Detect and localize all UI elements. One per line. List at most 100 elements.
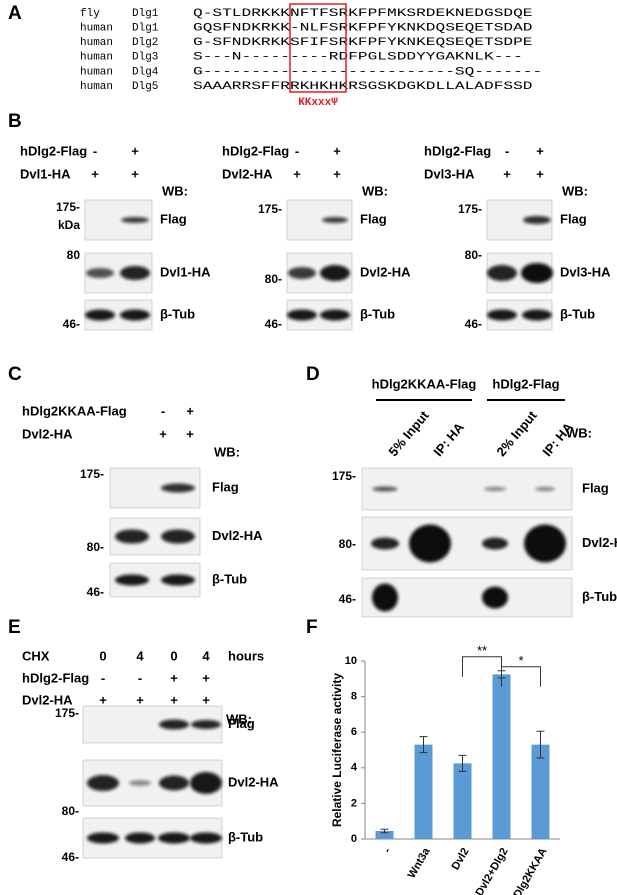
band	[115, 529, 149, 544]
band	[523, 216, 551, 224]
band	[487, 265, 517, 281]
size-marker: 175-	[258, 202, 282, 216]
band-label: β-Tub	[228, 829, 263, 844]
y-tick-label: 4	[351, 762, 358, 774]
gene: Dlg4	[132, 66, 159, 78]
band-label: Dvl2-HA	[212, 528, 263, 543]
sequence: GQSFNDKRKK-NLFSRKFPFYKNKDQSEQETSDAD	[193, 23, 533, 35]
size-marker: 46-	[465, 317, 482, 331]
lane-sign: 0	[99, 648, 106, 663]
significance-bracket	[501, 666, 541, 687]
unit: hours	[228, 648, 264, 663]
band	[161, 483, 195, 493]
band	[288, 267, 316, 279]
condition-label: hDlg2-Flag	[20, 143, 87, 158]
band	[161, 529, 195, 544]
gene: Dlg5	[132, 81, 158, 93]
y-tick-label: 8	[351, 691, 357, 703]
wb-label: WB:	[214, 444, 240, 459]
band	[524, 524, 566, 563]
lane-sign: +	[170, 692, 178, 707]
size-marker: 80-	[62, 804, 79, 818]
condition-label: Dvl1-HA	[20, 166, 71, 181]
band	[522, 309, 552, 321]
lane-sign: -	[505, 143, 509, 158]
size-marker: 46-	[339, 592, 356, 606]
species: human	[80, 66, 113, 78]
band-label: Dvl2-HA	[360, 264, 411, 279]
band	[535, 487, 555, 491]
species: human	[80, 52, 113, 64]
lane-label: 2% Input	[493, 407, 540, 459]
group-label: hDlg2-Flag	[492, 376, 559, 391]
panel-label: C	[8, 364, 22, 385]
lane-sign: +	[293, 166, 301, 181]
band-label: Flag	[160, 211, 187, 226]
band-label: Flag	[212, 479, 239, 494]
band-label: β-Tub	[560, 306, 595, 321]
band	[371, 537, 399, 550]
lane-sign: +	[186, 426, 194, 441]
condition-label: hDlg2KKAA-Flag	[22, 403, 127, 418]
sequence: G-SFNDKRKKSFIFSRKFPFYKNKEQSEQETSDPE	[193, 37, 533, 49]
band-label: Flag	[228, 716, 255, 731]
lane-sign: -	[93, 143, 97, 158]
condition-label: Dvl2-HA	[22, 692, 73, 707]
band	[161, 574, 195, 586]
motif-box	[289, 3, 347, 93]
sequence: Q-STLDRKKKNFTFSRKFPFMKSRDEKNEDGSDQE	[193, 8, 533, 20]
size-marker: 175-	[332, 469, 356, 483]
gene: Dlg2	[132, 37, 158, 49]
band-label: Dvl2-HA	[582, 535, 617, 550]
group-label: hDlg2KKAA-Flag	[372, 376, 477, 391]
wb-label: WB:	[162, 183, 188, 198]
bar	[414, 744, 433, 839]
lane-sign: +	[159, 426, 167, 441]
gene: Dlg3	[132, 52, 158, 64]
y-tick-label: 10	[345, 655, 357, 667]
band	[487, 309, 517, 321]
error-bar	[419, 736, 428, 754]
gene: Dlg1	[132, 8, 159, 20]
y-tick-label: 2	[351, 797, 357, 809]
species: fly	[80, 8, 100, 20]
panel-label: B	[8, 111, 22, 132]
band	[85, 309, 115, 321]
band-label: Flag	[360, 211, 387, 226]
band-label: Dvl3-HA	[560, 264, 611, 279]
lane-sign: 4	[202, 648, 210, 663]
band	[115, 574, 149, 586]
band	[521, 263, 553, 283]
lane-sign: +	[536, 143, 544, 158]
y-axis-label: Relative Luciferase activity	[330, 673, 344, 827]
band	[87, 775, 119, 791]
lane-sign: +	[136, 692, 144, 707]
band	[320, 309, 350, 321]
bar	[453, 763, 472, 839]
size-marker: 80-	[339, 537, 356, 551]
species: human	[80, 81, 113, 93]
band-label: β-Tub	[160, 306, 195, 321]
lane-sign: -	[101, 670, 105, 685]
condition-label: Dvl2-HA	[222, 166, 273, 181]
band	[484, 487, 506, 491]
band	[191, 720, 221, 729]
lane-sign: +	[503, 166, 511, 181]
wb-label: WB:	[562, 183, 588, 198]
panel-label: D	[306, 364, 320, 385]
band	[121, 217, 149, 223]
panel-label: E	[8, 617, 21, 638]
size-marker: 46-	[63, 317, 80, 331]
wb-label: WB:	[566, 425, 592, 440]
band	[372, 583, 398, 612]
significance-bracket	[462, 656, 502, 677]
condition-label: CHX	[22, 648, 50, 663]
bar	[375, 830, 394, 839]
band-label: Flag	[560, 211, 587, 226]
band	[120, 309, 150, 321]
blot-frame	[361, 577, 573, 618]
panel-label: A	[8, 3, 22, 24]
lane-sign: +	[333, 143, 341, 158]
size-marker: 80	[67, 248, 81, 262]
condition-label: hDlg2-Flag	[222, 143, 289, 158]
